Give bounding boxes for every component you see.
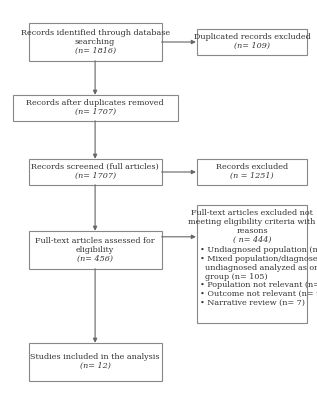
Text: group (n= 105): group (n= 105) <box>200 273 268 281</box>
FancyBboxPatch shape <box>197 205 307 323</box>
Text: • Outcome not relevant (n= 9): • Outcome not relevant (n= 9) <box>200 290 317 298</box>
Text: undiagnosed analyzed as one: undiagnosed analyzed as one <box>200 264 317 272</box>
FancyBboxPatch shape <box>13 95 178 121</box>
Text: (n= 1707): (n= 1707) <box>74 108 116 116</box>
Text: • Undiagnosed population (n= 152): • Undiagnosed population (n= 152) <box>200 246 317 254</box>
Text: Records screened (full articles): Records screened (full articles) <box>31 163 159 171</box>
Text: Studies included in the analysis: Studies included in the analysis <box>30 353 160 361</box>
Text: Records excluded: Records excluded <box>216 163 288 171</box>
FancyBboxPatch shape <box>197 29 307 55</box>
Text: • Population not relevant (n= 171): • Population not relevant (n= 171) <box>200 281 317 289</box>
Text: (n= 12): (n= 12) <box>80 362 111 370</box>
Text: Full-text articles excluded not: Full-text articles excluded not <box>191 209 313 217</box>
FancyBboxPatch shape <box>197 159 307 185</box>
Text: meeting eligibility criteria with: meeting eligibility criteria with <box>188 218 316 226</box>
Text: (n= 1707): (n= 1707) <box>74 172 116 180</box>
Text: Duplicated records excluded: Duplicated records excluded <box>194 33 310 41</box>
Text: searching: searching <box>75 38 115 46</box>
Text: • Narrative review (n= 7): • Narrative review (n= 7) <box>200 299 305 307</box>
Text: ( n= 444): ( n= 444) <box>233 235 271 243</box>
FancyBboxPatch shape <box>29 159 162 185</box>
Text: (n= 456): (n= 456) <box>77 254 113 262</box>
Text: eligibility: eligibility <box>76 246 114 254</box>
Text: (n = 1251): (n = 1251) <box>230 172 274 180</box>
Text: (n= 1816): (n= 1816) <box>74 46 116 54</box>
Text: reasons: reasons <box>236 226 268 234</box>
Text: Full-text articles assessed for: Full-text articles assessed for <box>35 237 155 245</box>
FancyBboxPatch shape <box>29 343 162 381</box>
FancyBboxPatch shape <box>29 231 162 269</box>
Text: Records identified through database: Records identified through database <box>21 29 170 37</box>
Text: Records after duplicates removed: Records after duplicates removed <box>26 99 164 107</box>
Text: (n= 109): (n= 109) <box>234 42 270 50</box>
FancyBboxPatch shape <box>29 23 162 61</box>
Text: • Mixed population/diagnosed &: • Mixed population/diagnosed & <box>200 255 317 263</box>
